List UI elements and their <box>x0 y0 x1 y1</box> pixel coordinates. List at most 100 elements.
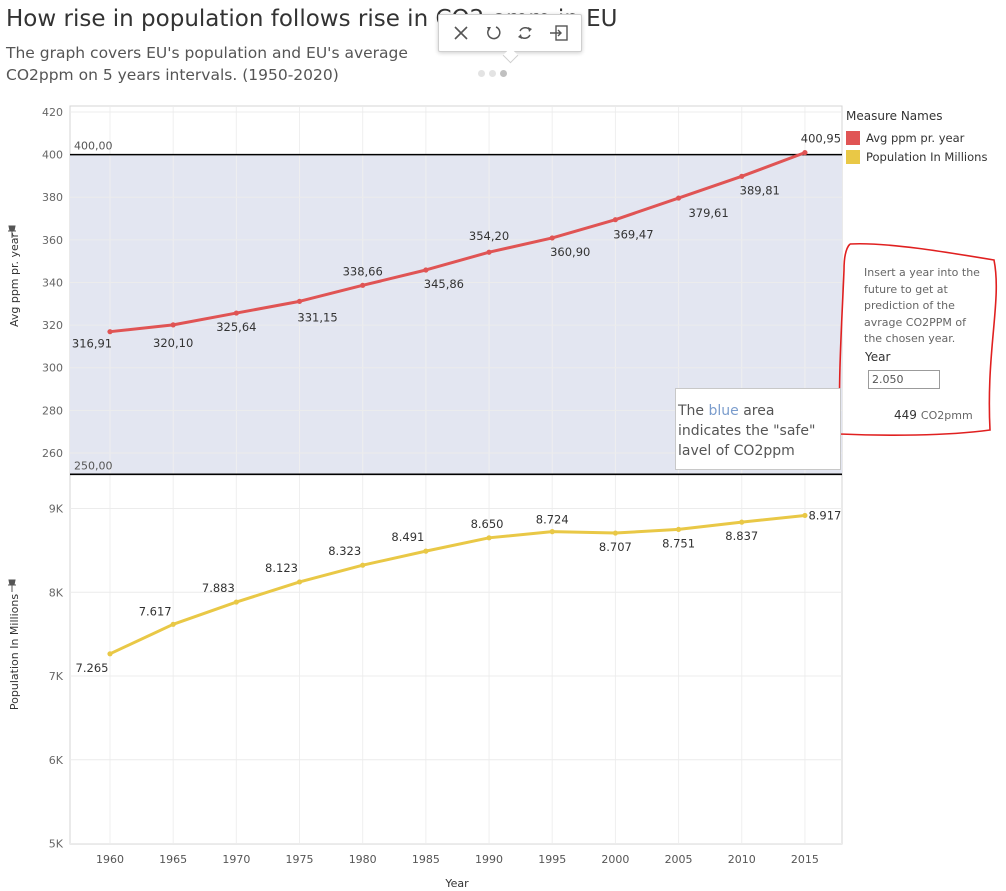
annotation-suffix: area indicates the "safe" lavel of CO2pp… <box>678 403 816 459</box>
y-tick-label: 380 <box>42 191 63 204</box>
year-input[interactable] <box>868 370 940 389</box>
data-label: 8.491 <box>391 530 424 544</box>
data-label: 8.123 <box>265 561 298 575</box>
data-label: 8.837 <box>725 529 758 543</box>
data-label: 8.917 <box>808 508 841 522</box>
x-tick-label: 2005 <box>665 853 693 866</box>
annotation-prefix: The <box>678 403 709 419</box>
page-dot-active[interactable] <box>500 70 507 77</box>
population-series-point <box>170 621 176 627</box>
ppm-series-line <box>109 151 806 334</box>
x-tick-label: 1965 <box>159 853 187 866</box>
population-series-point <box>612 530 619 536</box>
data-label: 345,86 <box>424 277 464 291</box>
data-label: 316,91 <box>72 337 112 351</box>
y-tick-label: 340 <box>42 276 63 289</box>
data-label: 360,90 <box>550 245 590 259</box>
data-label: 8.751 <box>662 536 695 550</box>
data-label: 7.265 <box>76 661 109 675</box>
data-label: 7.617 <box>139 604 172 618</box>
ppm-series-point <box>170 322 176 328</box>
data-label: 8.650 <box>471 517 504 531</box>
x-tick-label: 2015 <box>791 853 819 866</box>
legend-label-population: Population In Millions <box>866 149 988 164</box>
band-upper-label: 400,00 <box>74 140 113 153</box>
data-label: 389,81 <box>740 183 780 197</box>
prediction-unit: CO2pmm <box>920 409 973 422</box>
data-label: 8.724 <box>536 513 569 527</box>
data-label: 320,10 <box>153 336 193 350</box>
population-series-point <box>360 562 366 568</box>
population-series-point <box>107 651 113 657</box>
legend-item-population[interactable]: Population In Millions <box>846 147 987 166</box>
y-tick-label: 300 <box>42 362 63 375</box>
page-indicator <box>478 62 511 81</box>
prediction-value: 449 <box>894 408 917 422</box>
refresh-icon[interactable] <box>511 19 539 47</box>
x-tick-label: 1975 <box>286 853 314 866</box>
page-dot[interactable] <box>489 70 496 77</box>
annotation-highlight: blue <box>708 403 739 419</box>
undo-icon[interactable] <box>479 19 507 47</box>
ppm-series-point <box>675 195 682 201</box>
ppm-series-point <box>423 267 429 273</box>
population-series-point <box>486 535 492 541</box>
ppm-series-point <box>296 298 303 304</box>
legend-swatch-population <box>846 149 860 164</box>
data-label: 400,95 <box>801 132 841 146</box>
legend-label-ppm: Avg ppm pr. year <box>866 130 965 145</box>
y-tick-label: 6K <box>49 754 64 767</box>
data-label: 8.707 <box>599 540 632 554</box>
data-label: 379,61 <box>688 206 728 220</box>
legend-title: Measure Names <box>846 109 943 123</box>
viz-toolbar <box>438 14 582 64</box>
data-label: 331,15 <box>297 310 337 324</box>
population-series-line <box>109 513 806 656</box>
legend: Measure Names Avg ppm pr. year Populatio… <box>846 109 987 166</box>
x-tick-label: 1970 <box>222 853 250 866</box>
y-tick-label: 400 <box>42 149 63 162</box>
band-lower-label: 250,00 <box>74 459 113 472</box>
population-series-point <box>296 579 303 585</box>
page-dot[interactable] <box>478 70 485 77</box>
y-tick-label: 280 <box>42 404 63 417</box>
population-series-point <box>549 529 555 535</box>
population-series-point <box>423 548 429 554</box>
export-icon[interactable] <box>545 19 573 47</box>
ppm-series-point <box>233 310 239 316</box>
pin-icon <box>8 225 16 238</box>
y-axis-title-population: Population In Millions <box>8 594 21 710</box>
x-tick-label: 1995 <box>538 853 566 866</box>
y-axis-title-ppm: Avg ppm pr. year <box>8 232 21 327</box>
data-label: 338,66 <box>343 264 383 278</box>
y-tick-label: 320 <box>42 319 63 332</box>
data-label: 325,64 <box>216 320 256 334</box>
ppm-series-point <box>107 329 113 335</box>
y-tick-label: 260 <box>42 447 63 460</box>
data-label: 354,20 <box>469 229 509 243</box>
population-series-point <box>233 599 239 605</box>
x-tick-label: 1990 <box>475 853 503 866</box>
prediction-instructions: Insert a year into the future to get at … <box>864 266 980 345</box>
year-input-label: Year <box>865 350 891 364</box>
y-tick-label: 8K <box>49 586 64 599</box>
population-series-point <box>675 526 682 532</box>
x-tick-label: 2010 <box>728 853 756 866</box>
ppm-series-point <box>486 249 492 255</box>
data-label: 7.883 <box>202 581 235 595</box>
pin-icon <box>8 579 16 592</box>
ppm-series-point <box>612 217 619 223</box>
ppm-series-point <box>802 149 808 156</box>
x-tick-label: 1985 <box>412 853 440 866</box>
x-tick-label: 2000 <box>601 853 629 866</box>
data-label: 8.323 <box>328 544 361 558</box>
y-tick-label: 420 <box>42 106 63 119</box>
ppm-series-point <box>739 173 745 179</box>
legend-item-ppm[interactable]: Avg ppm pr. year <box>846 128 987 147</box>
close-icon[interactable] <box>447 19 475 47</box>
red-highlight-scribble <box>838 242 998 436</box>
prediction-result: 449 CO2pmm <box>894 408 973 422</box>
ppm-series-point <box>549 235 555 241</box>
y-tick-label: 5K <box>49 838 64 851</box>
